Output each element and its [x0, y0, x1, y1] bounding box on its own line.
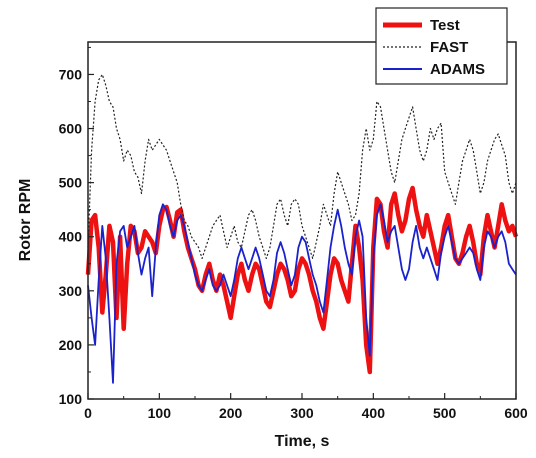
x-tick-label: 600	[504, 405, 528, 421]
plot-frame	[87, 41, 517, 400]
x-axis-title: Time, s	[275, 433, 330, 450]
plot-lines	[85, 73, 519, 384]
y-tick-label: 200	[59, 337, 83, 353]
y-tick-label: 600	[59, 121, 83, 137]
x-tick-label: 500	[433, 405, 457, 421]
x-tick-label: 200	[219, 405, 243, 421]
y-tick-label: 500	[59, 175, 83, 191]
legend: Test FAST ADAMS	[375, 7, 508, 85]
legend-test-label: Test	[430, 17, 460, 34]
legend-box	[375, 7, 508, 85]
y-tick-label: 700	[59, 66, 83, 82]
legend-adams-label: ADAMS	[430, 61, 485, 78]
y-tick-label: 100	[59, 391, 83, 407]
series-line-adams	[87, 203, 517, 384]
legend-fast-label: FAST	[430, 39, 468, 56]
series-line-fast	[87, 73, 517, 259]
y-tick-label: 300	[59, 283, 83, 299]
series-line-test	[85, 185, 519, 375]
y-axis-title: Rotor RPM	[17, 179, 34, 262]
x-tick-label: 300	[290, 405, 314, 421]
x-tick-label: 100	[148, 405, 172, 421]
y-tick-label: 400	[59, 229, 83, 245]
x-tick-label: 0	[84, 405, 92, 421]
x-tick-label: 400	[362, 405, 386, 421]
axis-ticks	[87, 46, 517, 400]
